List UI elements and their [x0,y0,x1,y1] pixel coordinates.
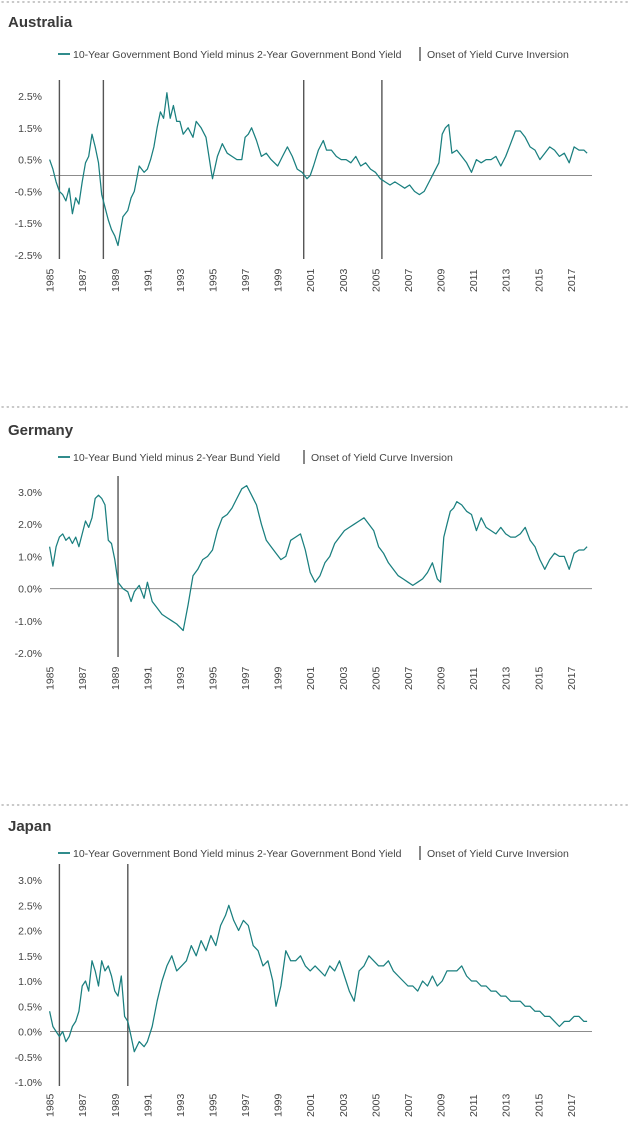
australia-onset-markers [58,80,383,259]
japan-ytick-label: 3.0% [18,875,42,887]
germany-xtick-label: 2009 [436,666,448,690]
japan-x-axis: 1985 1987 1989 1991 1993 1995 1997 1999 2001 2003… [45,1093,578,1117]
australia-panel: Australia 10-Year Government Bond Yield … [8,14,592,292]
japan-xtick-label: 2007 [403,1093,415,1117]
germany-xtick-label: 1997 [240,666,252,690]
australia-yield-spread-line [49,92,588,247]
australia-legend-onset-label: Onset of Yield Curve Inversion [427,49,569,61]
germany-ytick-label: 0.0% [18,584,42,596]
germany-xtick-label: 1985 [45,666,57,690]
japan-xtick-label: 2011 [468,1094,480,1117]
japan-ytick-label: 1.5% [18,951,42,963]
japan-ytick-label: 2.5% [18,900,42,912]
japan-xtick-label: 2009 [436,1093,448,1117]
australia-xtick-label: 2013 [501,268,513,292]
japan-xtick-label: 1989 [110,1093,122,1117]
germany-xtick-label: 1999 [273,666,285,690]
australia-xtick-label: 1987 [77,268,89,292]
japan-ytick-label: 1.0% [18,976,42,988]
australia-title: Australia [8,14,73,31]
germany-ytick-label: 3.0% [18,487,42,499]
germany-ytick-label: 2.0% [18,519,42,531]
australia-xtick-label: 2005 [370,268,382,292]
germany-x-axis: 1985 1987 1989 1991 1993 1995 1997 1999 2001 2003… [45,666,578,690]
japan-xtick-label: 2015 [533,1093,545,1117]
australia-legend-series-label: 10-Year Government Bond Yield minus 2-Ye… [73,49,402,61]
germany-xtick-label: 2017 [566,666,578,690]
japan-xtick-label: 1993 [175,1093,187,1117]
germany-xtick-label: 2005 [370,666,382,690]
japan-xtick-label: 2005 [370,1093,382,1117]
australia-xtick-label: 1999 [273,268,285,292]
germany-xtick-label: 2007 [403,666,415,690]
japan-ytick-label: -0.5% [15,1052,42,1064]
australia-ytick-label: -1.5% [15,218,42,230]
japan-xtick-label: 2017 [566,1093,578,1117]
japan-xtick-label: 1997 [240,1093,252,1117]
japan-legend-onset-label: Onset of Yield Curve Inversion [427,848,569,860]
australia-y-axis: 2.5% 1.5% 0.5% -0.5% -1.5% -2.5% [15,91,42,262]
germany-legend-series-label: 10-Year Bund Yield minus 2-Year Bund Yie… [73,452,280,464]
australia-ytick-label: -2.5% [15,250,42,262]
germany-ytick-label: 1.0% [18,551,42,563]
australia-xtick-label: 1997 [240,268,252,292]
germany-xtick-label: 2003 [338,666,350,690]
germany-yield-spread-line [48,484,588,632]
japan-panel: Japan 10-Year Government Bond Yield minu… [8,818,592,1117]
japan-xtick-label: 1987 [77,1093,89,1117]
australia-xtick-label: 1995 [208,268,220,292]
japan-xtick-label: 1999 [273,1093,285,1117]
australia-ytick-label: 2.5% [18,91,42,103]
germany-xtick-label: 1987 [77,666,89,690]
germany-xtick-label: 1989 [110,666,122,690]
japan-ytick-label: -1.0% [15,1077,42,1089]
australia-xtick-label: 1993 [175,268,187,292]
germany-xtick-label: 1995 [208,666,220,690]
germany-xtick-label: 2015 [533,666,545,690]
germany-ytick-label: -1.0% [15,616,42,628]
japan-xtick-label: 2013 [501,1093,513,1117]
germany-xtick-label: 2001 [305,666,317,690]
japan-xtick-label: 1995 [208,1093,220,1117]
japan-xtick-label: 2003 [338,1093,350,1117]
australia-xtick-label: 2011 [468,269,480,292]
australia-xtick-label: 1985 [45,268,57,292]
australia-xtick-label: 1991 [142,268,154,292]
australia-xtick-label: 2003 [338,268,350,292]
australia-ytick-label: 1.5% [18,123,42,135]
japan-ytick-label: 2.0% [18,926,42,938]
japan-xtick-label: 2001 [305,1093,317,1117]
germany-xtick-label: 1991 [142,666,154,690]
japan-ytick-label: 0.5% [18,1001,42,1013]
germany-xtick-label: 1993 [175,666,187,690]
germany-xtick-label: 2011 [468,667,480,690]
australia-xtick-label: 2001 [305,268,317,292]
australia-ytick-label: -0.5% [15,186,42,198]
japan-xtick-label: 1985 [45,1093,57,1117]
japan-y-axis: 3.0% 2.5% 2.0% 1.5% 1.0% 0.5% 0.0% -0.5% -1.0% [15,875,42,1089]
germany-xtick-label: 2013 [501,666,513,690]
australia-ytick-label: 0.5% [18,155,42,167]
japan-xtick-label: 1991 [142,1093,154,1117]
japan-yield-spread-line [48,904,588,1053]
germany-ytick-label: -2.0% [15,648,42,660]
japan-ytick-label: 0.0% [18,1027,42,1039]
australia-xtick-label: 2017 [566,268,578,292]
japan-onset-markers [58,864,129,1086]
australia-xtick-label: 1989 [110,268,122,292]
australia-xtick-label: 2015 [533,268,545,292]
germany-legend-onset-label: Onset of Yield Curve Inversion [311,452,453,464]
japan-title: Japan [8,818,51,835]
australia-x-axis: 1985 1987 1989 1991 1993 1995 1997 1999 2001 2003… [45,268,578,292]
germany-title: Germany [8,422,74,439]
japan-legend-series-label: 10-Year Government Bond Yield minus 2-Ye… [73,848,402,860]
australia-xtick-label: 2007 [403,268,415,292]
australia-xtick-label: 2009 [436,268,448,292]
germany-panel: Germany 10-Year Bund Yield minus 2-Year … [8,422,592,690]
germany-y-axis: 3.0% 2.0% 1.0% 0.0% -1.0% -2.0% [15,487,42,660]
